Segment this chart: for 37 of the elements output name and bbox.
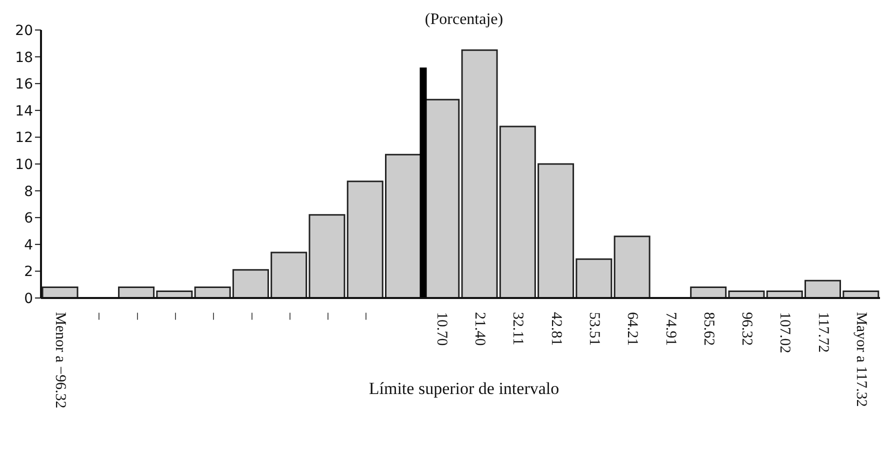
x-tick-label: 74.91: [662, 312, 678, 346]
bar: [42, 286, 78, 298]
x-tick-label: 117.72: [814, 312, 831, 353]
y-tick-label: 12: [15, 130, 33, 146]
x-tick-label: −: [204, 312, 221, 320]
x-tick-label: −: [280, 312, 297, 320]
x-tick-label: −: [128, 312, 144, 320]
x-tick-label: 64.21: [624, 312, 640, 346]
y-tick-label: 8: [24, 184, 33, 200]
x-tick-label: −: [319, 312, 336, 320]
x-tick-label: 85.62: [700, 312, 716, 346]
x-tick-label: −: [242, 312, 259, 320]
x-axis-title: Límite superior de intervalo: [368, 379, 560, 398]
x-tick-label: 32.11: [510, 312, 526, 346]
x-tick-label: 42.81: [548, 312, 564, 346]
y-tick-label: 10: [15, 156, 33, 173]
x-tick-label: 10.70: [433, 312, 450, 346]
bar: [614, 236, 650, 298]
y-tick-label: 14: [15, 103, 34, 120]
x-tick-label: 53.51: [586, 312, 602, 346]
y-tick-label: 6: [24, 210, 34, 227]
x-tick-label: −: [166, 312, 182, 320]
x-tick-label: Mayor a 117.32: [852, 312, 869, 407]
chart-title: (Porcentaje): [424, 11, 504, 28]
x-tick-label: 96.32: [738, 312, 755, 346]
bar: [420, 68, 427, 298]
x-tick-label: −: [357, 312, 374, 320]
y-tick-label: 20: [15, 22, 33, 39]
y-tick-label: 2: [24, 264, 33, 280]
x-tick-label: 107.02: [776, 312, 793, 354]
x-tick-label: Menor a −96.32: [52, 312, 68, 408]
y-tick-label: 4: [24, 237, 34, 254]
y-tick-label: 16: [15, 76, 34, 93]
y-tick-label: 18: [15, 50, 33, 66]
x-tick-label: −: [90, 312, 106, 320]
y-tick-label: 0: [24, 290, 33, 307]
x-tick-label: 21.40: [472, 312, 488, 346]
